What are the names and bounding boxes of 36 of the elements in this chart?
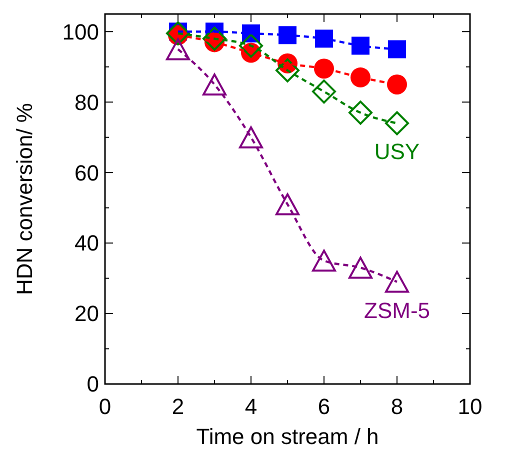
point [202, 26, 226, 51]
point [166, 21, 190, 46]
y-axis-title: HDN conversion/ % [12, 103, 37, 295]
point [166, 38, 190, 60]
y-tick-label: 80 [74, 90, 99, 115]
y-tick-label: 40 [74, 230, 99, 256]
x-tick-label: 8 [390, 394, 404, 419]
y-tick-label: 60 [74, 160, 99, 186]
x-tick-label: 4 [244, 394, 258, 419]
point [388, 40, 406, 58]
y-tick-label: 0 [86, 372, 99, 397]
x-tick-label: 2 [172, 394, 184, 419]
point [350, 67, 370, 88]
point [352, 36, 370, 55]
point [314, 58, 334, 79]
point [276, 58, 300, 82]
series-label: ZSM-5 [364, 298, 430, 323]
series-label: USY [374, 139, 420, 164]
point [348, 100, 372, 125]
x-axis-title: Time on stream / h [196, 424, 379, 449]
point [239, 34, 263, 58]
point [312, 250, 336, 272]
point [202, 73, 226, 96]
point [315, 30, 333, 48]
x-tick-label: 6 [318, 394, 330, 419]
x-tick-label: 10 [458, 394, 482, 419]
point [387, 74, 407, 94]
point [385, 111, 409, 136]
y-tick-label: 100 [62, 19, 99, 44]
point [348, 256, 372, 279]
y-tick-label: 20 [74, 301, 99, 326]
point [385, 270, 409, 293]
point [312, 80, 336, 104]
point [239, 126, 263, 148]
point [276, 193, 300, 216]
point [278, 26, 296, 44]
